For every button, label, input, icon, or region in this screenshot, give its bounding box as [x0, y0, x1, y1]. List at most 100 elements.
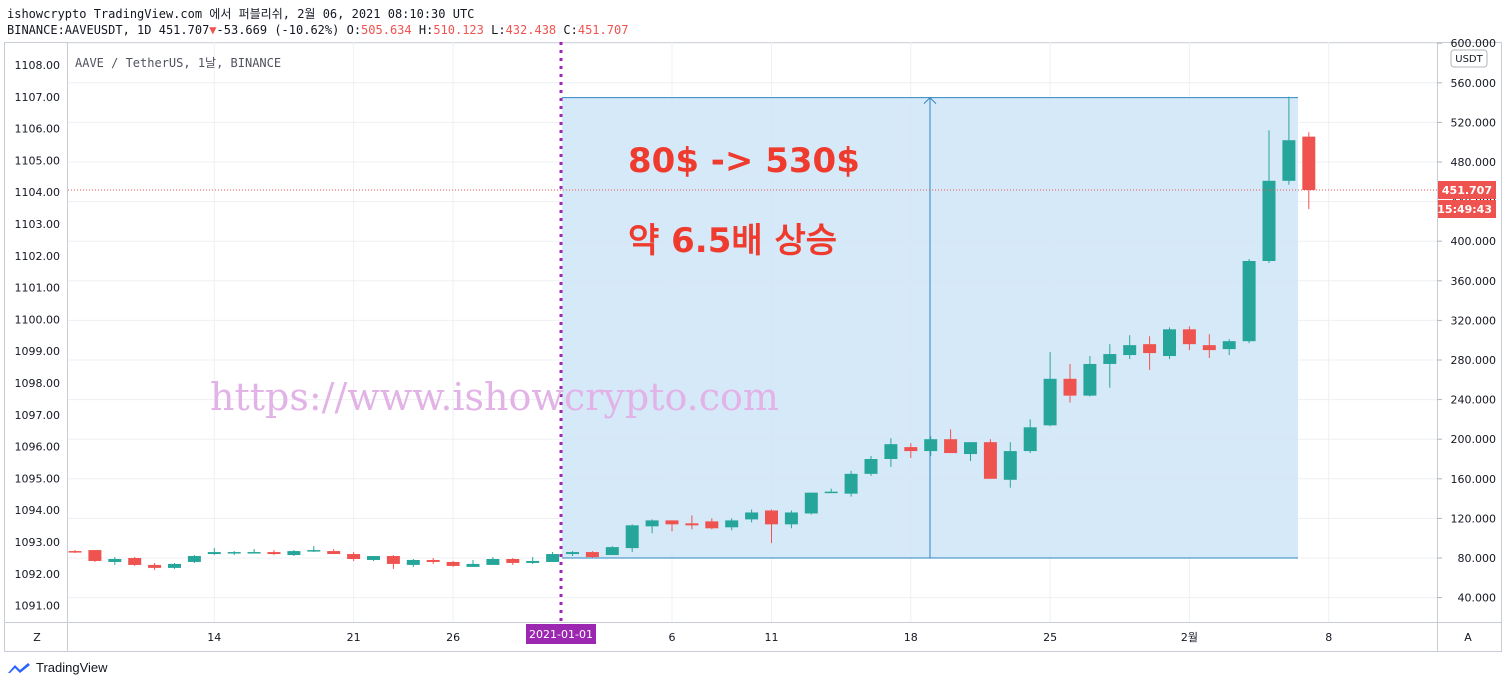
- candle-body: [1103, 354, 1117, 364]
- candle-body: [1123, 345, 1137, 356]
- time-axis-tick: 21: [347, 631, 361, 644]
- candle-body: [1143, 344, 1157, 354]
- candle: [864, 456, 878, 476]
- auto-scale-button[interactable]: A: [1464, 631, 1472, 644]
- right-axis-tick: 200.000: [1451, 433, 1497, 446]
- candle: [745, 509, 759, 523]
- candle: [88, 550, 102, 562]
- candle: [526, 557, 540, 564]
- currency-badge-box[interactable]: [1450, 49, 1488, 68]
- candle-body: [645, 520, 659, 527]
- right-axis-tick: 80.000: [1458, 552, 1497, 565]
- last-price-label: 451.707: [1442, 184, 1492, 197]
- candle-body: [446, 561, 460, 566]
- currency-badge: USDT: [1455, 54, 1483, 65]
- candle: [148, 562, 162, 570]
- symbol-label: BINANCE:AAVEUSDT, 1D 451.707: [7, 23, 210, 37]
- date-highlight-label: 2021-01-01: [529, 628, 593, 641]
- right-axis-tick: 280.000: [1451, 354, 1497, 367]
- axes: 600.000560.000520.000480.000440.000400.0…: [15, 37, 1497, 644]
- date-highlight-bg: [526, 624, 596, 644]
- candle-body: [884, 444, 898, 459]
- candle: [1262, 130, 1276, 263]
- low-label: L:: [491, 23, 506, 37]
- right-axis-tick: 600.000: [1451, 37, 1497, 50]
- candle-body: [605, 547, 619, 556]
- candle: [824, 488, 838, 494]
- candle: [884, 438, 898, 467]
- tradingview-brand[interactable]: TradingView: [6, 660, 108, 675]
- candle: [128, 557, 142, 566]
- candle: [1003, 442, 1017, 488]
- candle-body: [585, 552, 599, 558]
- candle: [1063, 363, 1077, 403]
- candle-body: [168, 563, 181, 568]
- right-axis-tick: 560.000: [1451, 77, 1497, 90]
- measure-arrow-head: [923, 96, 937, 105]
- left-axis-tick: 1101.00: [15, 282, 61, 295]
- triangle-down-icon: ▼: [209, 23, 217, 37]
- candle-body: [725, 520, 739, 528]
- candle-body: [765, 510, 778, 525]
- candle: [964, 442, 977, 461]
- left-axis-tick: 1106.00: [15, 123, 61, 136]
- time-axis-tick: 11: [765, 631, 779, 644]
- candle-body: [784, 512, 798, 525]
- left-axis-tick: 1099.00: [15, 345, 61, 358]
- candle: [725, 518, 739, 531]
- candle: [665, 520, 679, 532]
- time-axis-tick: 8: [1325, 631, 1332, 644]
- candle: [426, 558, 440, 564]
- candle-body: [1262, 180, 1276, 261]
- overlays: [68, 42, 1437, 622]
- candle-body: [1242, 261, 1256, 342]
- countdown-badge: [1438, 200, 1496, 219]
- time-axis-tick: 14: [207, 631, 221, 644]
- candle-body: [247, 552, 261, 554]
- candle-body: [506, 558, 520, 563]
- candle-body: [904, 447, 918, 452]
- candle: [605, 546, 619, 556]
- candle: [705, 518, 719, 530]
- candle-body: [466, 563, 480, 567]
- candle-body: [804, 492, 818, 514]
- candle-body: [964, 442, 977, 455]
- right-axis-tick: 240.000: [1451, 394, 1497, 407]
- candle-body: [68, 551, 82, 553]
- candle: [347, 552, 361, 561]
- time-axis-tick: 18: [904, 631, 918, 644]
- candle: [585, 551, 599, 558]
- candle: [1163, 327, 1176, 360]
- left-axis-tick: 1100.00: [15, 313, 61, 326]
- close-label: C:: [563, 23, 578, 37]
- candle-body: [426, 559, 440, 562]
- zoom-button[interactable]: Z: [33, 631, 41, 644]
- left-axis-tick: 1097.00: [15, 409, 61, 422]
- candle: [466, 559, 480, 567]
- candle: [187, 555, 201, 563]
- left-axis-tick: 1092.00: [15, 568, 61, 581]
- price-change: -53.669 (-10.62%): [216, 23, 340, 37]
- time-axis-tick: 26: [446, 631, 460, 644]
- candle-body: [546, 554, 560, 562]
- candle: [983, 439, 997, 479]
- candle-body: [406, 559, 420, 565]
- right-axis-tick: 520.000: [1451, 116, 1497, 129]
- candle: [446, 560, 460, 567]
- candle-body: [386, 556, 400, 564]
- left-axis-tick: 1095.00: [15, 472, 61, 485]
- candle-body: [1182, 329, 1196, 345]
- low-value: 432.438: [505, 23, 557, 37]
- candle-body: [486, 558, 500, 565]
- candle: [307, 546, 321, 553]
- candle: [1202, 334, 1216, 359]
- time-axis-tick: 6: [669, 631, 676, 644]
- left-axis-tick: 1108.00: [15, 59, 61, 72]
- candle-body: [1202, 345, 1216, 351]
- price-range-measure[interactable]: [562, 96, 1298, 559]
- left-axis-tick: 1094.00: [15, 504, 61, 517]
- candle: [1083, 356, 1097, 397]
- candle: [804, 492, 818, 515]
- candle-body: [1043, 378, 1057, 426]
